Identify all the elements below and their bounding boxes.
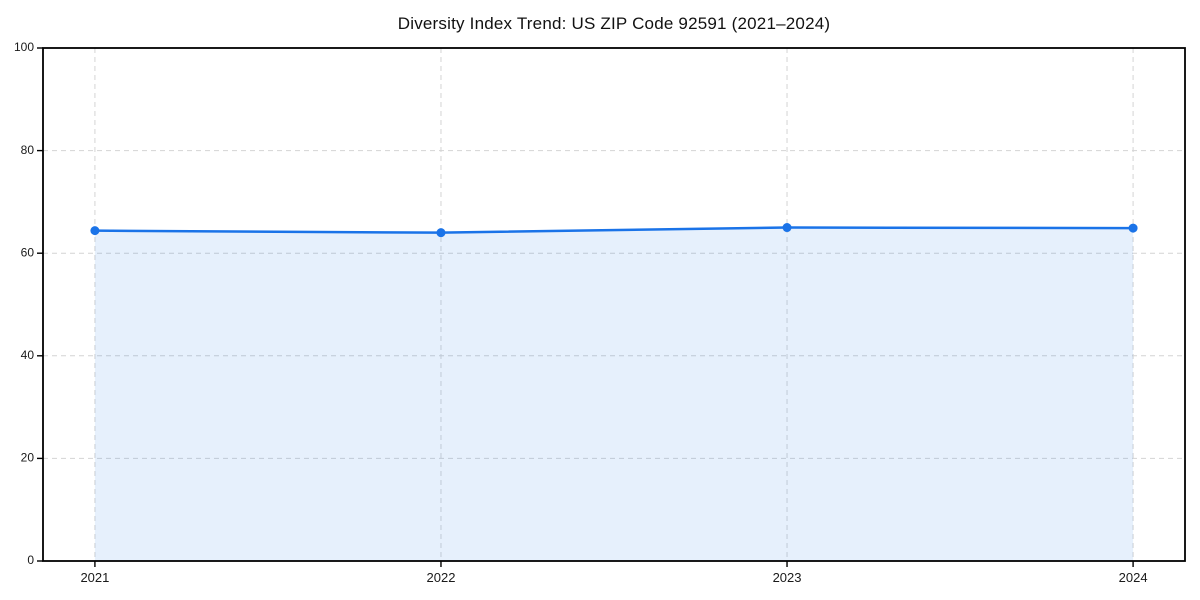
y-tick-label: 80 [21, 143, 35, 157]
area-fill [94, 227, 1134, 562]
y-tick-label: 60 [21, 245, 35, 259]
data-point-2023 [782, 223, 792, 233]
x-tick-label: 2021 [80, 570, 109, 585]
chart-title: Diversity Index Trend: US ZIP Code 92591… [397, 14, 831, 33]
x-tick-label: 2022 [427, 570, 456, 585]
y-tick-label: 0 [27, 553, 34, 567]
data-point-2021 [90, 226, 100, 236]
y-tick-label: 100 [14, 40, 34, 54]
trend-line [93, 226, 1135, 234]
data-point-2024 [1128, 223, 1138, 233]
x-tick-label: 2024 [1119, 570, 1148, 585]
axes-frame [42, 47, 1186, 562]
y-tick-label: 20 [21, 451, 35, 465]
x-tick-label: 2023 [773, 570, 802, 585]
data-point-2022 [436, 228, 446, 238]
y-tick-label: 40 [21, 348, 35, 362]
